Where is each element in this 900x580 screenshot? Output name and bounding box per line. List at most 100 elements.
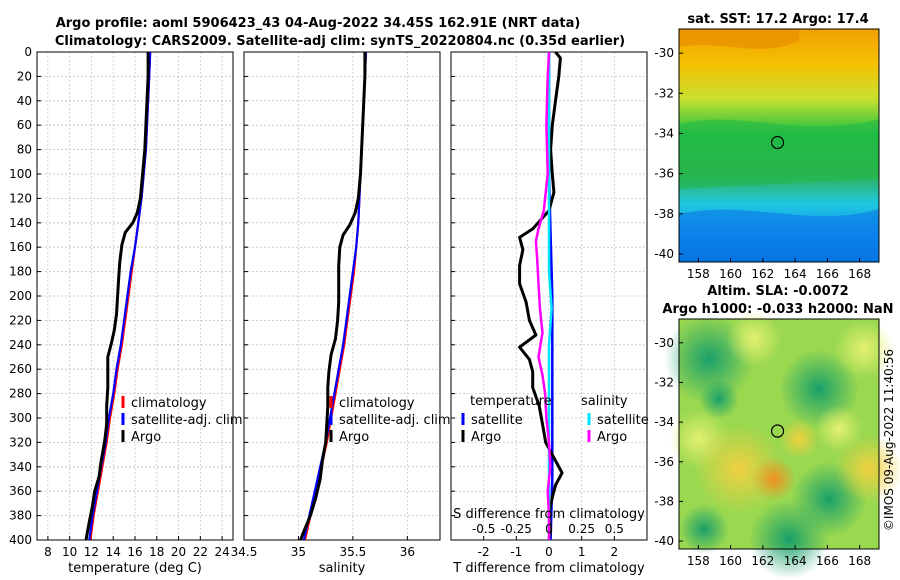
y-tick-label: 400 (9, 533, 32, 547)
y-tick-label: 260 (9, 362, 32, 376)
series-line-salinity-satellite (547, 52, 553, 540)
x-tick-label: 162 (751, 554, 774, 568)
top-axis-label: S difference from climatology (453, 507, 645, 522)
top-tick-label: 0.5 (605, 522, 624, 536)
sla-title-line-2: Argo h1000: -0.033 h2000: NaN (662, 302, 893, 317)
imos-watermark: ©IMOS 09-Aug-2022 11:40:56 (882, 349, 896, 531)
series-group (84, 52, 152, 540)
x-tick-label: 164 (784, 267, 807, 281)
legend-label: Argo (131, 430, 161, 445)
x-tick-label: -2 (478, 545, 490, 559)
y-tick-label: 200 (9, 289, 32, 303)
sla-eddy (835, 435, 900, 503)
legend-label: Argo (471, 430, 501, 445)
sla-eddy (679, 504, 729, 554)
y-tick-label: -30 (654, 46, 674, 60)
x-tick-label: 12 (84, 545, 99, 559)
y-tick-label: -40 (654, 247, 674, 261)
sla-eddy (749, 499, 829, 579)
y-tick-label: 120 (9, 191, 32, 205)
x-tick-label: 34.5 (231, 545, 258, 559)
x-tick-label: 164 (784, 554, 807, 568)
y-tick-label: -32 (654, 86, 674, 100)
x-tick-label: 162 (751, 267, 774, 281)
x-tick-label: 18 (149, 545, 164, 559)
y-tick-label: 240 (9, 338, 32, 352)
x-tick-label: 166 (816, 554, 839, 568)
x-tick-label: 16 (127, 545, 142, 559)
panel-temperature: 8 10 12 14 16 18 20 22 2402040608010012014016018… (9, 45, 243, 576)
top-tick-label: -0.5 (472, 522, 495, 536)
x-tick-label: 8 (44, 545, 52, 559)
legend-title-temperature: temperature (470, 394, 552, 409)
x-axis-label: T difference from climatology (452, 561, 645, 576)
y-tick-label: 60 (17, 118, 32, 132)
x-tick-label: -1 (510, 545, 522, 559)
legend-label: satellite (597, 413, 649, 428)
legend-label: satellite-adj. clim (131, 413, 243, 428)
x-tick-label: 22 (193, 545, 208, 559)
sla-eddy (699, 379, 739, 419)
x-tick-label: 168 (848, 554, 871, 568)
y-tick-label: 20 (17, 69, 32, 83)
y-tick-label: -38 (654, 494, 674, 508)
y-tick-label: -34 (654, 126, 674, 140)
series-line-Argo (84, 52, 150, 540)
legend-title-salinity: salinity (581, 394, 628, 409)
x-tick-label: 35 (291, 545, 306, 559)
legend-label: Argo (339, 430, 369, 445)
legend-label: Argo (597, 430, 627, 445)
top-tick-label: -0.25 (501, 522, 532, 536)
y-tick-label: 300 (9, 411, 32, 425)
y-tick-label: 0 (24, 45, 32, 59)
legend-label: satellite-adj. clim (339, 413, 451, 428)
y-tick-label: 280 (9, 387, 32, 401)
sst-title: sat. SST: 17.2 Argo: 17.4 (687, 12, 868, 27)
panel-differences: -2 -1 0 1 2 T difference from climatology -0.5… (450, 51, 649, 576)
y-tick-label: -38 (654, 207, 674, 221)
y-tick-label: 40 (17, 94, 32, 108)
x-tick-label: 20 (171, 545, 186, 559)
panel-salinity: 34.5 35 35.5 36 salinity climatology satellite… (231, 51, 451, 576)
y-tick-label: -36 (654, 455, 674, 469)
y-tick-label: 180 (9, 265, 32, 279)
x-axis-label: temperature (deg C) (68, 561, 202, 576)
sst-warm-patch (679, 29, 799, 49)
x-axis-label: salinity (319, 561, 366, 576)
top-tick-label: 0 (545, 522, 553, 536)
x-tick-label: 158 (687, 267, 710, 281)
sst-cool-patch (679, 209, 879, 262)
sla-title-line-1: Altim. SLA: -0.0072 (707, 284, 848, 299)
sla-eddy (815, 405, 863, 453)
y-tick-label: 380 (9, 509, 32, 523)
x-tick-label: 160 (719, 554, 742, 568)
series-line-temperature-Argo (518, 52, 564, 540)
x-tick-label: 10 (62, 545, 77, 559)
sla-eddy (779, 419, 819, 459)
sla-eddy (752, 457, 796, 501)
y-tick-label: 80 (17, 143, 32, 157)
x-tick-label: 158 (687, 554, 710, 568)
legend-label: climatology (339, 396, 415, 411)
x-tick-label: 166 (816, 267, 839, 281)
y-tick-label: -34 (654, 415, 674, 429)
y-tick-label: 140 (9, 216, 32, 230)
legend-label: climatology (131, 396, 207, 411)
y-tick-label: 160 (9, 240, 32, 254)
x-tick-label: 168 (848, 267, 871, 281)
panel-altim_sla: 158 160 162 164 166 168 -30 -32 -34 -36 -38 -40 Alti… (654, 284, 900, 579)
x-tick-label: 1 (578, 545, 586, 559)
panel-sat_sst: 158 160 162 164 166 168 -30 -32 -34 -36 -38 -40 sat.… (654, 12, 880, 281)
legend-label: satellite (471, 413, 523, 428)
x-tick-label: 0 (545, 545, 553, 559)
y-tick-label: -40 (654, 534, 674, 548)
y-tick-label: 340 (9, 460, 32, 474)
series-line-Argo (299, 52, 367, 540)
y-tick-label: 360 (9, 484, 32, 498)
y-tick-label: -32 (654, 375, 674, 389)
x-tick-label: 36 (400, 545, 415, 559)
y-tick-label: 220 (9, 313, 32, 327)
x-tick-label: 160 (719, 267, 742, 281)
x-tick-label: 24 (214, 545, 229, 559)
